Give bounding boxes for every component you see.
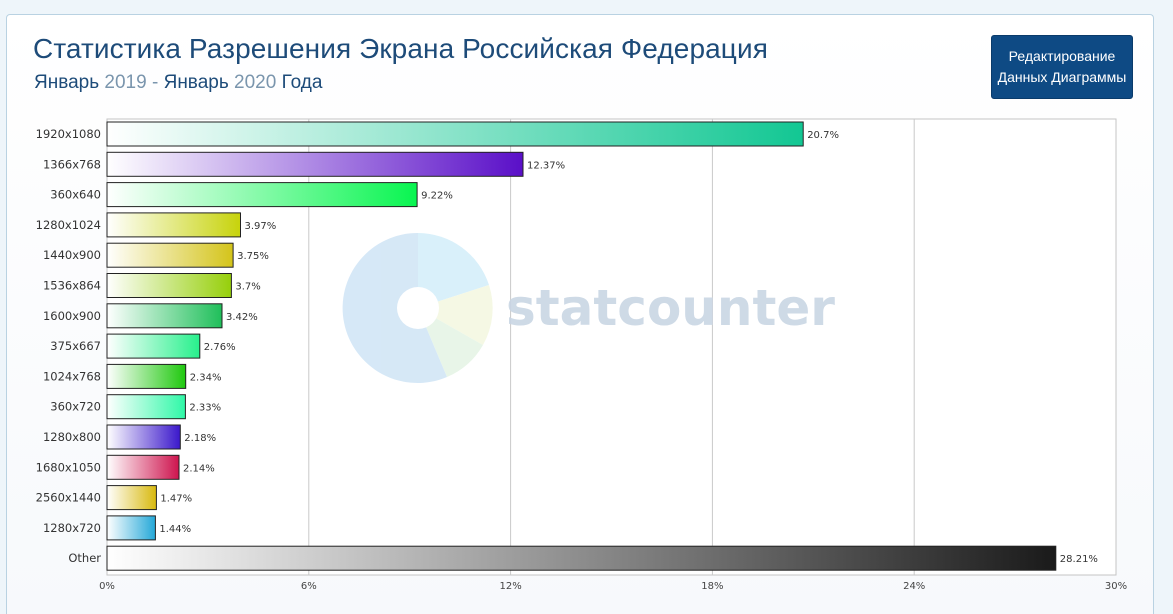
value-label: 2.14% — [183, 463, 215, 474]
value-label: 9.22% — [421, 191, 453, 202]
bar[interactable] — [106, 273, 232, 298]
value-label: 20.7% — [807, 130, 839, 141]
value-label: 3.42% — [226, 312, 258, 323]
bars — [106, 121, 1057, 571]
bar[interactable] — [106, 485, 157, 511]
x-tick-label: 30% — [1105, 581, 1127, 592]
category-label: 1280x1024 — [36, 218, 101, 232]
value-label: 2.34% — [190, 372, 222, 383]
value-label: 12.37% — [527, 160, 565, 171]
category-label: 1366x768 — [43, 157, 101, 171]
start-month: Январь — [34, 72, 100, 93]
edit-chart-data-button[interactable]: Редактирование Данных Диаграммы — [991, 35, 1133, 99]
bar[interactable] — [106, 182, 418, 208]
x-tick-label: 0% — [99, 581, 115, 592]
category-label: 1600x900 — [43, 309, 101, 323]
value-label: 1.47% — [160, 494, 192, 505]
x-axis-ticks: 0% 6% 12% 18% 24% 30% — [99, 581, 1127, 592]
bar[interactable] — [106, 333, 201, 359]
value-label: 2.18% — [184, 433, 216, 444]
value-label: 3.75% — [237, 251, 269, 262]
bar[interactable] — [106, 303, 223, 329]
category-label: 1920x1080 — [36, 127, 101, 141]
category-label: 360x720 — [50, 400, 101, 414]
category-label: 1680x1050 — [36, 460, 101, 474]
bar[interactable] — [106, 394, 186, 420]
value-label: 1.44% — [159, 524, 191, 535]
bar[interactable] — [106, 515, 156, 541]
category-label: 360x640 — [50, 188, 101, 202]
category-label: 1280x800 — [43, 430, 101, 444]
edit-button-line1: Редактирование — [1008, 48, 1116, 64]
x-tick-label: 24% — [903, 581, 925, 592]
start-year: 2019 — [104, 72, 147, 93]
x-tick-label: 6% — [301, 581, 317, 592]
bar[interactable] — [106, 424, 181, 450]
value-label: 2.76% — [204, 342, 236, 353]
statcounter-watermark: statcounter — [342, 232, 835, 383]
edit-button-line2: Данных Диаграммы — [997, 69, 1127, 85]
end-month: Январь — [163, 72, 229, 93]
bar[interactable] — [106, 151, 524, 177]
bar[interactable] — [106, 363, 187, 389]
value-label: 2.33% — [189, 403, 221, 414]
range-separator: - — [151, 72, 159, 93]
bar[interactable] — [106, 121, 804, 147]
bar[interactable] — [106, 545, 1057, 571]
value-label: 3.7% — [235, 282, 260, 293]
x-tick-label: 12% — [499, 581, 521, 592]
value-labels: 20.7% 12.37% 9.22% 3.97% 3.75% 3.7% 3.42% 2.76%… — [159, 130, 1098, 565]
subtitle-suffix: Года — [281, 72, 323, 93]
bar[interactable] — [106, 242, 234, 268]
statcounter-pie-logo — [342, 232, 493, 383]
end-year: 2020 — [234, 72, 277, 93]
category-labels: 1920x1080 1366x768 360x640 1280x1024 1440x90… — [36, 127, 102, 565]
category-label: 1280x720 — [43, 521, 101, 535]
x-tick-label: 18% — [701, 581, 723, 592]
bar[interactable] — [106, 212, 241, 238]
category-label: 2560x1440 — [36, 491, 101, 505]
category-label: 1024x768 — [43, 369, 101, 383]
value-label: 3.97% — [245, 221, 277, 232]
value-label: 28.21% — [1060, 554, 1098, 565]
category-label: 375x667 — [50, 339, 101, 353]
bar[interactable] — [106, 454, 180, 480]
date-range-subtitle: Январь 2019 - Январь 2020 Года — [34, 72, 322, 94]
page-title: Статистика Разрешения Экрана Российская … — [33, 33, 768, 64]
category-label: Other — [68, 551, 101, 565]
category-label: 1440x900 — [43, 248, 101, 262]
gridlines — [308, 119, 915, 575]
watermark-text: statcounter — [506, 279, 835, 337]
category-label: 1536x864 — [43, 279, 101, 293]
